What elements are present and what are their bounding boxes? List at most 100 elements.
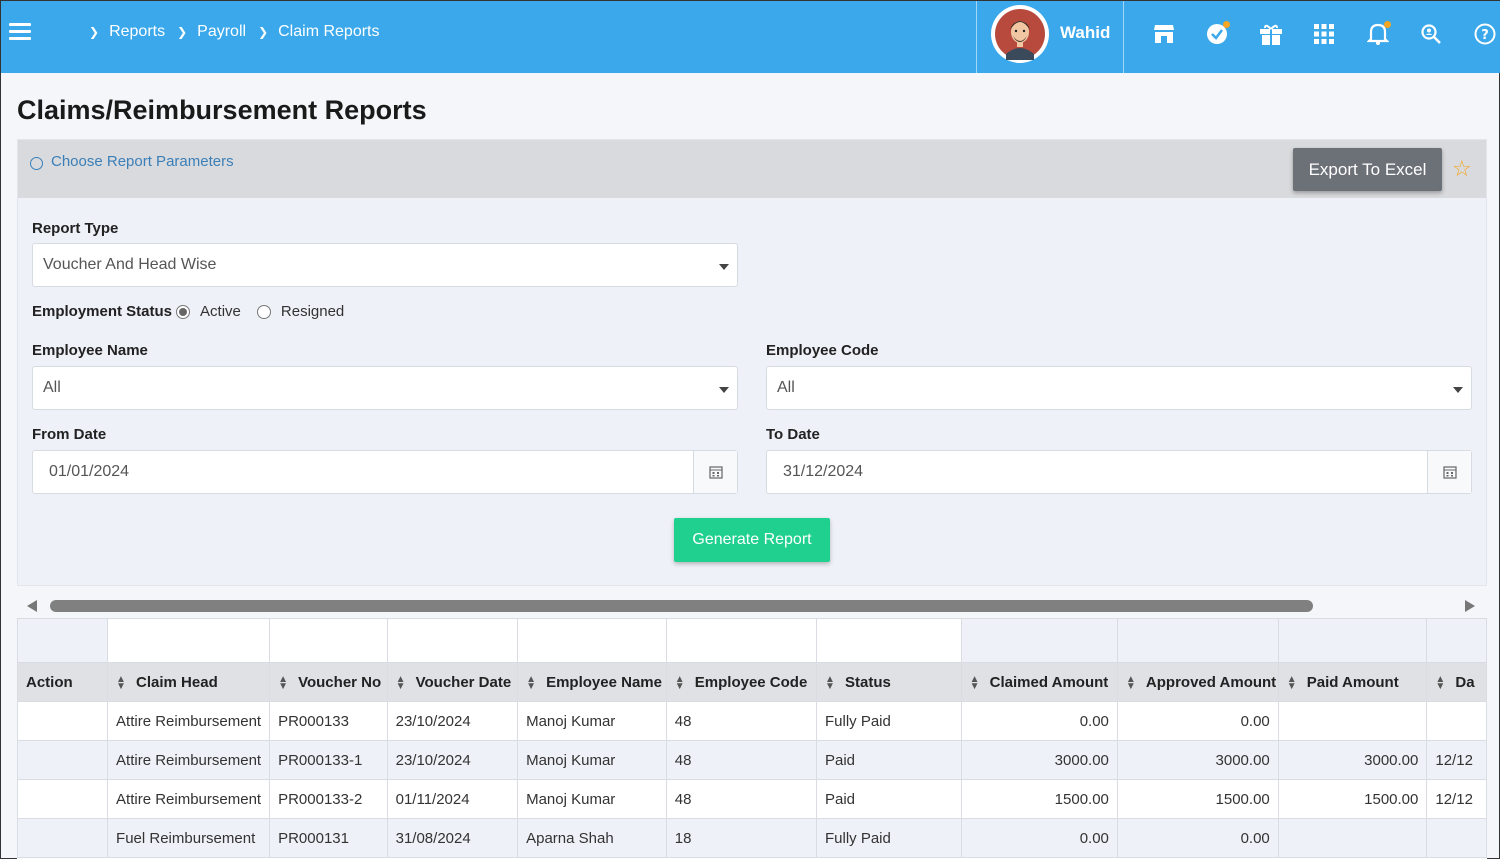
sort-icon[interactable]: ▲ ▼ — [116, 673, 126, 692]
table-cell: 48 — [665, 740, 818, 780]
svg-text:?: ? — [1481, 28, 1489, 43]
bell-icon[interactable] — [1365, 21, 1391, 47]
table-cell: Fully Paid — [816, 701, 962, 741]
column-header-status[interactable]: ▲ ▼ Status — [816, 662, 962, 702]
scroll-left-icon[interactable] — [27, 600, 37, 612]
choose-parameters-link[interactable]: Choose Report Parameters — [30, 153, 234, 170]
filter-cell[interactable] — [517, 618, 667, 663]
sort-icon[interactable]: ▲ ▼ — [825, 673, 835, 692]
filter-cell[interactable] — [107, 618, 271, 663]
table-cell: Manoj Kumar — [517, 740, 667, 780]
filter-cell[interactable] — [816, 618, 962, 663]
filter-cell[interactable] — [1277, 618, 1428, 663]
sort-icon[interactable]: ▲ ▼ — [674, 673, 685, 692]
table-cell: 12/12 — [1426, 740, 1487, 780]
calendar-icon[interactable] — [1427, 451, 1471, 493]
table-row[interactable]: Attire Reimbursement PR000133 23/10/2024 Ma… — [17, 701, 1487, 741]
report-type-label: Report Type — [32, 220, 119, 237]
from-date-label: From Date — [32, 426, 107, 443]
sort-icon[interactable]: ▲ ▼ — [395, 673, 406, 692]
table-cell: Fully Paid — [816, 818, 962, 858]
table-row[interactable]: Attire Reimbursement PR000133-1 23/10/2024… — [17, 740, 1487, 780]
sort-icon[interactable]: ▲ ▼ — [1286, 673, 1297, 692]
help-icon[interactable]: ? — [1472, 21, 1498, 47]
filter-cell[interactable] — [269, 618, 388, 663]
notification-dot — [1384, 21, 1391, 28]
filter-cell[interactable] — [665, 618, 818, 663]
horizontal-scrollbar[interactable] — [17, 597, 1487, 615]
column-header-claimed-amount[interactable]: ▲ ▼ Claimed Amount — [960, 662, 1118, 702]
from-date-input[interactable]: 01/01/2024 — [32, 450, 738, 494]
table-cell: 3000.00 — [1116, 740, 1279, 780]
sort-icon[interactable]: ▲ ▼ — [1435, 673, 1446, 692]
sort-icon[interactable]: ▲ ▼ — [278, 673, 288, 692]
table-cell: 01/11/2024 — [386, 779, 519, 819]
export-to-excel-button[interactable]: Export To Excel — [1293, 148, 1442, 191]
column-header-approved-amount[interactable]: ▲ ▼ Approved Amount — [1116, 662, 1279, 702]
radio-resigned[interactable] — [256, 304, 271, 319]
gift-icon[interactable] — [1258, 21, 1284, 47]
toggle-circle-icon — [30, 157, 43, 170]
sort-icon[interactable]: ▲ ▼ — [969, 673, 980, 692]
radio-active-label[interactable]: Active — [200, 303, 241, 320]
breadcrumb-payroll[interactable]: Payroll — [197, 23, 247, 40]
column-header-employee-code[interactable]: ▲ ▼ Employee Code — [665, 662, 818, 702]
generate-report-button[interactable]: Generate Report — [674, 518, 830, 562]
breadcrumb-reports[interactable]: Reports — [109, 23, 166, 40]
grid-apps-icon[interactable] — [1311, 21, 1337, 47]
chevron-right-icon: ❯ — [258, 25, 269, 39]
table-cell: PR000133 — [269, 701, 388, 741]
calendar-icon[interactable] — [693, 451, 737, 493]
search-person-icon[interactable] — [1418, 21, 1444, 47]
table-cell: 0.00 — [960, 818, 1118, 858]
column-header-voucher-date[interactable]: ▲ ▼ Voucher Date — [386, 662, 519, 702]
employee-code-select[interactable]: All — [766, 366, 1472, 410]
filter-cell[interactable] — [1426, 618, 1487, 663]
menu-icon[interactable] — [9, 23, 31, 41]
column-header-label: Employee Code — [694, 673, 808, 691]
column-header-claim-head[interactable]: ▲ ▼ Claim Head — [107, 662, 271, 702]
divider — [976, 1, 977, 73]
column-header-label: Status — [845, 673, 891, 691]
table-cell: 31/08/2024 — [386, 818, 519, 858]
radio-active[interactable] — [176, 304, 191, 319]
table-cell — [1277, 701, 1428, 741]
column-header-label: Voucher No — [298, 673, 382, 691]
to-date-input[interactable]: 31/12/2024 — [766, 450, 1472, 494]
column-header-paid-amount[interactable]: ▲ ▼ Paid Amount — [1277, 662, 1428, 702]
employee-name-select[interactable]: All — [32, 366, 738, 410]
sort-icon[interactable]: ▲ ▼ — [1125, 673, 1136, 692]
column-header-label: Paid Amount — [1306, 673, 1399, 691]
filter-cell[interactable] — [1116, 618, 1279, 663]
report-type-select[interactable]: Voucher And Head Wise — [32, 243, 738, 287]
verified-badge-icon[interactable] — [1204, 21, 1230, 47]
scroll-thumb[interactable] — [50, 600, 1313, 612]
column-header-date[interactable]: ▲ ▼ Da — [1426, 662, 1487, 702]
star-icon[interactable]: ☆ — [1452, 156, 1472, 181]
avatar[interactable] — [991, 5, 1049, 63]
filter-cell[interactable] — [386, 618, 519, 663]
column-header-employee-name[interactable]: ▲ ▼ Employee Name — [517, 662, 667, 702]
radio-resigned-label[interactable]: Resigned — [280, 303, 345, 320]
column-header-voucher-no[interactable]: ▲ ▼ Voucher No — [269, 662, 388, 702]
user-name[interactable]: Wahid — [1060, 23, 1111, 42]
table-cell — [1426, 701, 1487, 741]
breadcrumb: ❯ Reports ❯ Payroll ❯ Claim Reports — [89, 23, 391, 41]
store-icon[interactable] — [1151, 21, 1177, 47]
table-cell: Paid — [816, 740, 962, 780]
table-cell: PR000131 — [269, 818, 388, 858]
table-row[interactable]: Fuel Reimbursement PR000131 31/08/2024 Apar… — [17, 818, 1487, 858]
table-cell: PR000133-2 — [269, 779, 388, 819]
scroll-right-icon[interactable] — [1465, 600, 1475, 612]
table-cell: PR000133-1 — [269, 740, 388, 780]
employment-status-label: Employment Status — [32, 303, 173, 320]
filter-cell[interactable] — [960, 618, 1118, 663]
table-cell: 1500.00 — [1116, 779, 1279, 819]
column-header-label: Approved Amount — [1145, 673, 1277, 691]
sort-icon[interactable]: ▲ ▼ — [526, 673, 536, 692]
breadcrumb-claim-reports[interactable]: Claim Reports — [278, 23, 380, 40]
table-cell — [17, 701, 109, 741]
table-cell: 1500.00 — [960, 779, 1118, 819]
table-cell: 23/10/2024 — [386, 701, 519, 741]
table-row[interactable]: Attire Reimbursement PR000133-2 01/11/2024… — [17, 779, 1487, 819]
